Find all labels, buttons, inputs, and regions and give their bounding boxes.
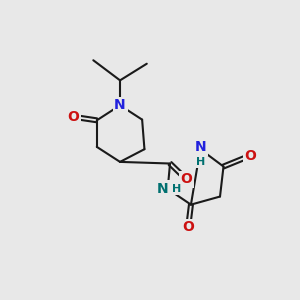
Text: O: O [180, 172, 192, 186]
Text: O: O [182, 220, 194, 234]
Text: O: O [68, 110, 80, 124]
Text: N: N [114, 98, 126, 112]
Text: H: H [172, 184, 181, 194]
Text: N: N [194, 140, 206, 154]
Text: H: H [196, 157, 205, 167]
Text: O: O [244, 149, 256, 163]
Text: N: N [157, 182, 169, 196]
